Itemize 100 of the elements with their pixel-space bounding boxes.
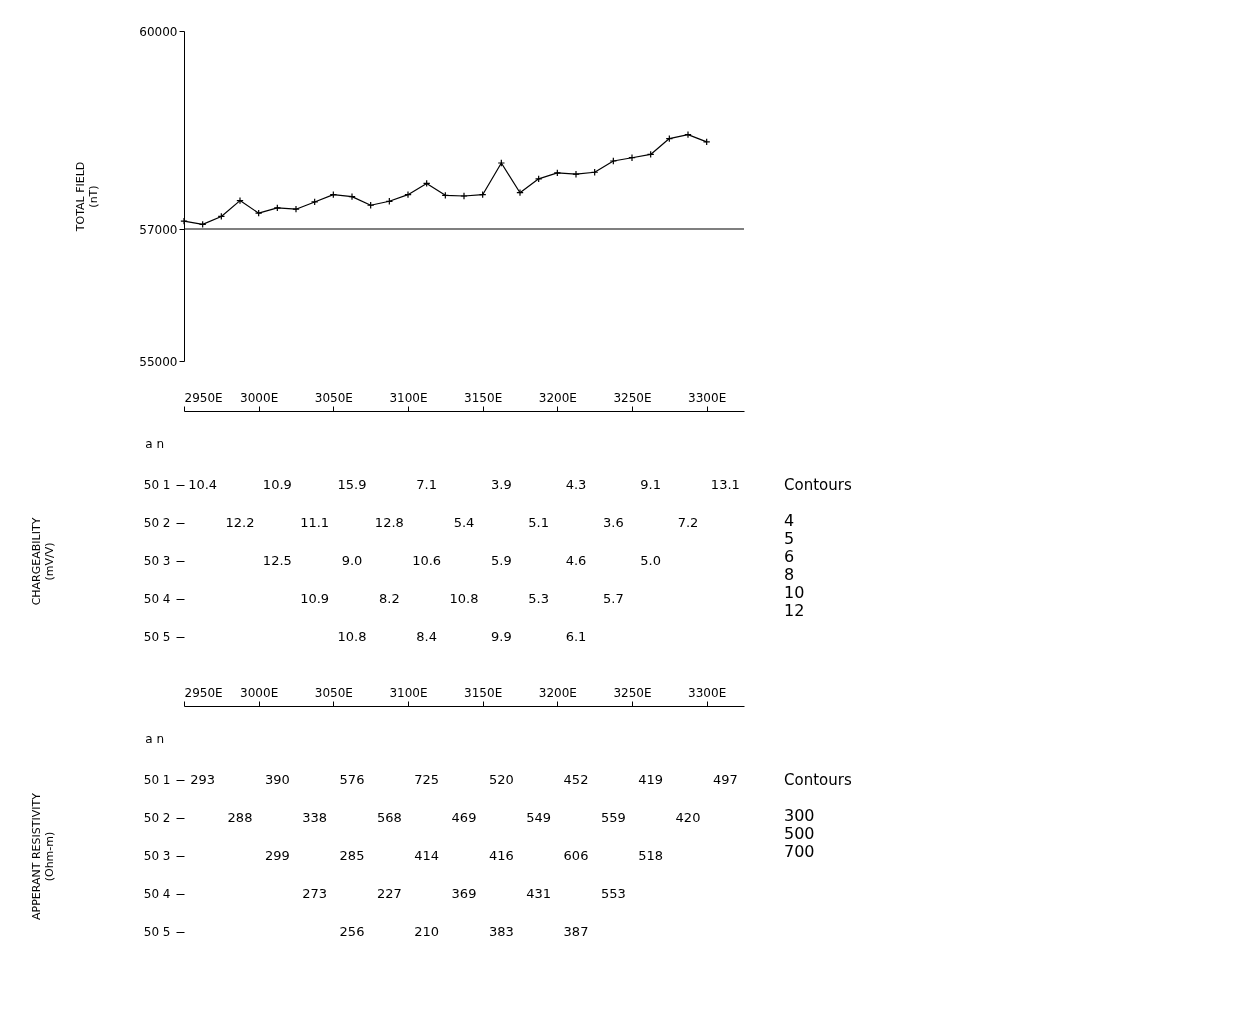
- data-label: 369: [451, 886, 477, 901]
- data-label: 5.7: [602, 591, 624, 606]
- data-label: 419: [638, 772, 664, 787]
- text: 500: [784, 824, 815, 843]
- x-tick-label: 3250E: [613, 390, 652, 405]
- data-label: 469: [451, 810, 477, 825]
- data-label: 5.3: [528, 591, 550, 606]
- y-tick-label: 50 2: [143, 811, 171, 825]
- data-label: 387: [563, 924, 589, 939]
- data-label: 559: [600, 810, 626, 825]
- data-label: 606: [563, 848, 589, 863]
- data-label: 5.1: [528, 515, 550, 530]
- x-tick-label: 3150E: [464, 685, 503, 700]
- data-label: 383: [488, 924, 514, 939]
- data-label: 568: [376, 810, 402, 825]
- x-tick-label: 3050E: [314, 685, 353, 700]
- x-tick-label: 2950E: [184, 685, 223, 700]
- text: Contours: [784, 476, 852, 494]
- data-label: 725: [414, 772, 440, 787]
- data-label: 9.9: [490, 629, 512, 644]
- y-tick-label: 55000: [139, 354, 178, 369]
- data-label: 10.6: [412, 553, 442, 568]
- data-label: 293: [190, 772, 216, 787]
- text: Contours: [784, 771, 852, 789]
- data-label: 338: [302, 810, 328, 825]
- data-label: 452: [563, 772, 589, 787]
- data-label: 288: [227, 810, 253, 825]
- x-tick-label: 3050E: [314, 390, 353, 405]
- x-tick-label: 3300E: [688, 685, 727, 700]
- data-label: 11.1: [300, 515, 330, 530]
- data-label: 431: [526, 886, 552, 901]
- text: a n: [145, 732, 164, 746]
- data-label: 420: [675, 810, 701, 825]
- x-tick-label: 2950E: [184, 390, 223, 405]
- data-label: 12.8: [374, 515, 404, 530]
- data-label: 10.4: [188, 477, 218, 492]
- x-tick-label: 3000E: [240, 685, 279, 700]
- y-tick-label: 50 5: [143, 925, 171, 939]
- y-tick-label: 50 4: [143, 592, 171, 606]
- text: 12: [784, 601, 805, 620]
- data-label: 8.4: [416, 629, 438, 644]
- data-label: 7.2: [677, 515, 699, 530]
- data-label: 10.8: [337, 629, 367, 644]
- data-label: 273: [302, 886, 328, 901]
- data-label: 5.4: [453, 515, 475, 530]
- data-label: 10.9: [262, 477, 292, 492]
- y-tick-label: 50 5: [143, 630, 171, 644]
- text: 300: [784, 806, 815, 825]
- data-label: 10.8: [449, 591, 479, 606]
- y-tick-label: 57000: [139, 222, 178, 237]
- data-label: 3.9: [490, 477, 512, 492]
- text: 5: [784, 529, 795, 548]
- x-tick-label: 3200E: [538, 390, 577, 405]
- data-label: 3.6: [602, 515, 624, 530]
- y-axis-title: TOTAL FIELD (nT): [74, 161, 101, 233]
- data-label: 9.1: [640, 477, 662, 492]
- data-label: 497: [712, 772, 738, 787]
- data-label: 5.0: [640, 553, 662, 568]
- data-label: 6.1: [565, 629, 587, 644]
- data-label: 416: [488, 848, 514, 863]
- text: 8: [784, 565, 795, 584]
- text: a n: [145, 437, 164, 451]
- data-label: 13.1: [710, 477, 740, 492]
- x-tick-label: 3100E: [389, 685, 428, 700]
- data-label: 520: [488, 772, 514, 787]
- data-label: 414: [414, 848, 440, 863]
- data-label: 9.0: [341, 553, 363, 568]
- data-label: 5.9: [490, 553, 512, 568]
- data-label: 12.5: [262, 553, 292, 568]
- data-label: 4.3: [565, 477, 587, 492]
- data-label: 210: [414, 924, 440, 939]
- text: 4: [784, 511, 795, 530]
- data-label: 7.1: [416, 477, 438, 492]
- y-tick-label: 50 3: [143, 849, 171, 863]
- y-tick-label: 50 1: [143, 773, 171, 787]
- y-tick-label: 50 3: [143, 554, 171, 568]
- text: 6: [784, 547, 795, 566]
- x-tick-label: 3250E: [613, 685, 652, 700]
- y-tick-label: 50 4: [143, 887, 171, 901]
- data-label: 227: [376, 886, 402, 901]
- data-label: 518: [638, 848, 664, 863]
- data-label: 256: [339, 924, 365, 939]
- data-label: 576: [339, 772, 365, 787]
- x-tick-label: 3100E: [389, 390, 428, 405]
- y-tick-label: 50 2: [143, 516, 171, 530]
- data-label: 390: [264, 772, 290, 787]
- x-tick-label: 3000E: [240, 390, 279, 405]
- data-label: 4.6: [565, 553, 587, 568]
- x-tick-label: 3150E: [464, 390, 503, 405]
- data-label: 15.9: [337, 477, 367, 492]
- y-tick-label: 50 1: [143, 478, 171, 492]
- y-axis-title: APPERANT RESISTIVITY (Ohm-m): [29, 792, 56, 920]
- y-tick-label: 60000: [139, 24, 178, 39]
- data-label: 285: [339, 848, 365, 863]
- data-label: 10.9: [300, 591, 330, 606]
- text: 10: [784, 583, 805, 602]
- text: 700: [784, 842, 815, 861]
- data-label: 553: [600, 886, 626, 901]
- data-label: 8.2: [378, 591, 400, 606]
- x-tick-label: 3300E: [688, 390, 727, 405]
